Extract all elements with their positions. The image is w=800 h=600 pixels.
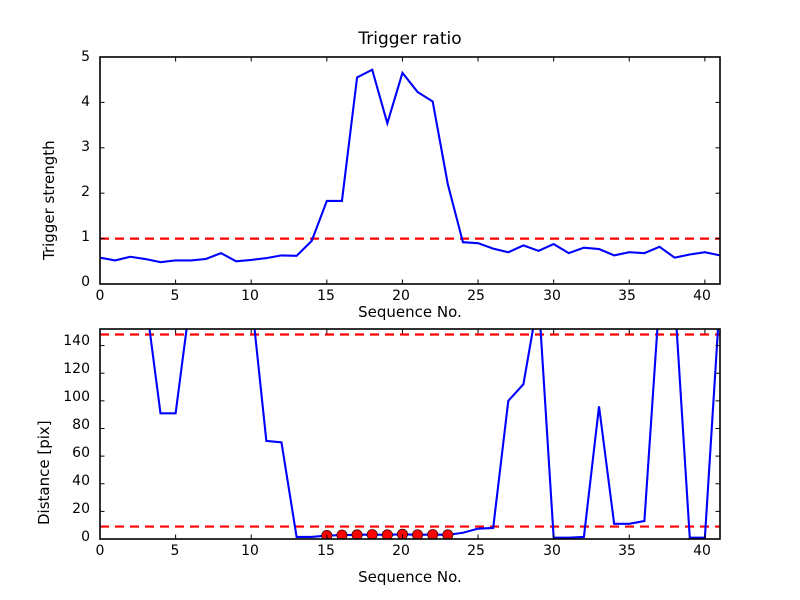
- y-tick-label: 1: [81, 229, 90, 245]
- data-point-marker: [427, 529, 439, 539]
- x-tick-label: 40: [693, 288, 711, 304]
- x-tick-label: 0: [95, 288, 105, 304]
- x-axis-label-sequence-no-top: Sequence No.: [358, 303, 462, 321]
- y-tick-label: 5: [81, 49, 90, 65]
- plot-area-trigger-ratio: [99, 56, 721, 285]
- x-tick-label: 25: [467, 288, 485, 304]
- x-tick-label: 10: [241, 543, 259, 559]
- y-tick-label: 2: [81, 184, 90, 200]
- data-point-marker: [412, 529, 424, 539]
- data-series-line: [148, 329, 720, 539]
- data-point-marker: [442, 529, 454, 539]
- x-tick-label: 20: [392, 288, 410, 304]
- data-point-marker: [351, 529, 363, 539]
- data-point-marker: [381, 529, 393, 539]
- x-tick-label: 30: [543, 288, 561, 304]
- x-tick-label: 35: [618, 543, 636, 559]
- y-tick-label: 80: [72, 417, 90, 433]
- data-point-marker: [366, 529, 378, 539]
- x-tick-label: 30: [543, 543, 561, 559]
- y-tick-label: 4: [81, 94, 90, 110]
- x-axis-label-sequence-no-bottom: Sequence No.: [358, 568, 462, 586]
- y-tick-label: 0: [81, 274, 90, 290]
- x-tick-label: 10: [241, 288, 259, 304]
- y-tick-label: 3: [81, 139, 90, 155]
- x-tick-label: 5: [170, 288, 180, 304]
- x-tick-label: 0: [95, 543, 105, 559]
- y-tick-label: 0: [81, 529, 90, 545]
- x-tick-label: 15: [317, 288, 335, 304]
- y-tick-label: 120: [63, 361, 90, 377]
- x-tick-label: 15: [317, 543, 335, 559]
- axes-trigger-ratio: Trigger ratio Trigger strength Sequence …: [40, 29, 721, 321]
- axes-distance: Distance [pix] Sequence No. 140 120 100 …: [0, 310, 800, 600]
- data-point-marker: [396, 528, 408, 539]
- x-tick-label: 40: [693, 543, 711, 559]
- x-tick-label: 35: [618, 288, 636, 304]
- y-tick-label: 60: [72, 445, 90, 461]
- x-tick-label: 5: [170, 543, 180, 559]
- y-tick-label: 140: [63, 333, 90, 349]
- plot-area-distance: [99, 328, 721, 540]
- data-series-line: [100, 68, 720, 264]
- chart-title-trigger-ratio: Trigger ratio: [358, 29, 462, 49]
- y-tick-label: 40: [72, 473, 90, 489]
- y-tick-label: 100: [63, 389, 90, 405]
- data-point-marker: [336, 529, 348, 539]
- y-tick-label: 20: [72, 501, 90, 517]
- x-tick-label: 20: [392, 543, 410, 559]
- x-tick-label: 25: [467, 543, 485, 559]
